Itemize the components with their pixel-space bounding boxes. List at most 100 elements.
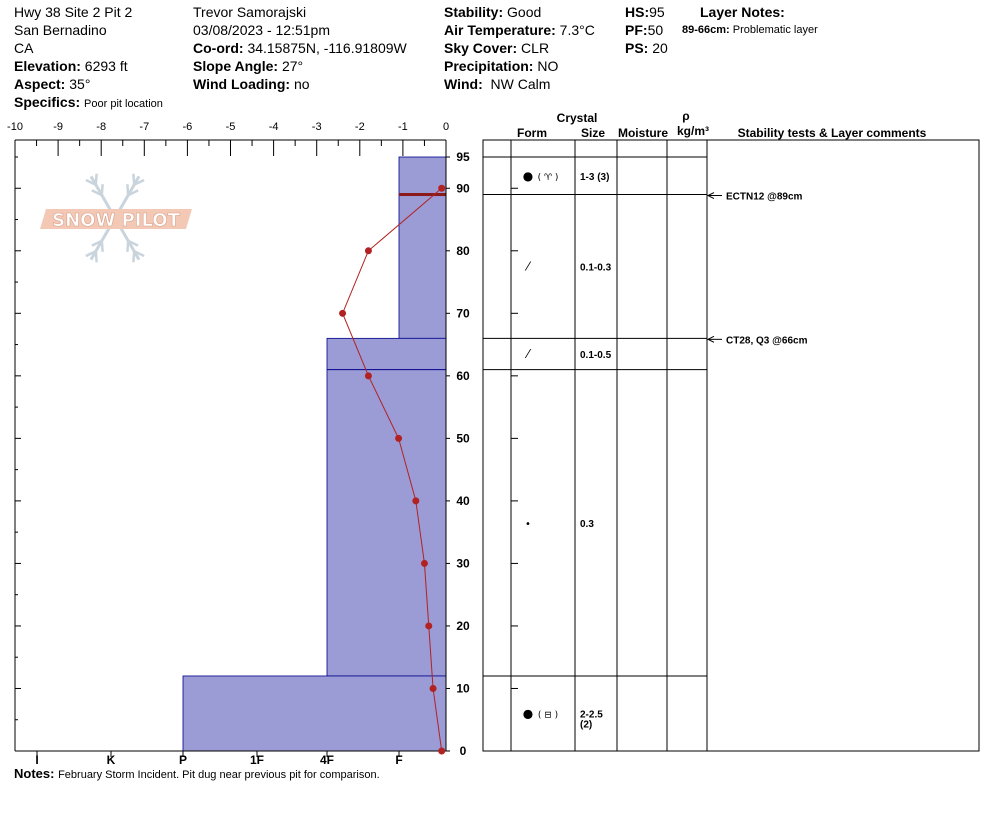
depth-tick-label: 50 [456, 431, 470, 445]
crystal-size-label: 1-3 (3) [580, 172, 609, 183]
notes-text: February Storm Incident. Pit dug near pr… [58, 769, 380, 781]
elevation-value: 6293 ft [84, 58, 128, 74]
temp-point [339, 309, 347, 317]
crystal-form-secondary: ( ♈ ) [538, 173, 559, 183]
temp-point [420, 559, 428, 567]
temp-tick-label: -3 [312, 121, 322, 133]
stability-test-label: ECTN12 @89cm [726, 192, 803, 203]
depth-tick-label: 20 [456, 619, 470, 633]
temp-point [364, 372, 372, 380]
aspect-value: 35° [69, 76, 91, 92]
temp-tick-label: -7 [139, 121, 149, 133]
depth-tick-label: 60 [456, 369, 470, 383]
coord-row: Co-ord: 34.15875N, -116.91809W [193, 40, 407, 56]
hardness-bars [182, 156, 447, 752]
depth-tick-label: 80 [456, 244, 470, 258]
temp-profile-line [342, 187, 443, 752]
crystal-form-symbol: ⁄ [524, 259, 532, 273]
temp-tick-label: -2 [355, 121, 365, 133]
hardness-label: F [395, 753, 402, 767]
temp-point [438, 184, 446, 192]
notes-row: Notes: February Storm Incident. Pit dug … [14, 766, 380, 781]
table-frame [482, 139, 980, 752]
hardness-bar [398, 156, 447, 339]
elevation-row: Elevation: 6293 ft [14, 58, 128, 74]
air-temp-row: Air Temperature: 7.3°C [444, 22, 595, 38]
temp-tick-label: -10 [7, 121, 23, 133]
crystal-form-symbol: • [525, 519, 531, 530]
crystal-form-symbol: ● [523, 706, 533, 720]
precip-value: NO [537, 58, 559, 74]
temp-tick-label: 0 [443, 121, 449, 133]
temp-point [438, 747, 446, 755]
logo-banner [40, 209, 192, 229]
temp-point [412, 497, 420, 505]
precip-row: Precipitation: NO [444, 58, 559, 74]
header-moisture: Moisture [618, 126, 668, 140]
logo-text: SNOW PILOT [52, 210, 180, 231]
crystal-form-symbol: ● [523, 169, 533, 183]
layer-note-text: Problematic layer [732, 24, 818, 36]
temp-point [364, 247, 372, 255]
temp-point [395, 434, 403, 442]
hardness-label: K [107, 753, 116, 767]
air-temp-value: 7.3°C [559, 22, 595, 38]
pf-value: 50 [647, 22, 664, 38]
notes-label: Notes: [14, 766, 55, 781]
crystal-size-label: 0.1-0.3 [580, 262, 612, 273]
ps-row: PS: 20 [625, 40, 668, 56]
snowflake-branch [127, 189, 139, 197]
depth-tick-label: 90 [456, 181, 470, 195]
header-density: ρ [682, 109, 689, 123]
snowflake-branch [126, 184, 130, 196]
crystal-form-secondary: ( ⊟ ) [538, 710, 558, 720]
layer-note-range: 89-66cm: [682, 24, 730, 36]
wind-value: NW Calm [490, 76, 551, 92]
hardness-bar [326, 337, 447, 677]
hardness-label: 1F [250, 753, 264, 767]
region-name: San Bernadino [14, 22, 107, 38]
stability-value: Good [507, 4, 542, 20]
hardness-label: 4F [320, 753, 334, 767]
snowflake-branch [127, 239, 139, 247]
temp-tick-label: -8 [96, 121, 106, 133]
header-col-1: Hwy 38 Site 2 Pit 2 San Bernadino CA Ele… [14, 3, 163, 113]
left-plot-frame: -10 -9 -8 -7 -6 -5 -4 -3 -2 -1 0I K P 1F 4F F [7, 121, 449, 767]
specifics-row: Specifics: Poor pit location [14, 94, 163, 110]
problem-layer-marker [399, 193, 446, 197]
stability-row: Stability: Good [444, 4, 542, 20]
wind-loading-value: no [293, 76, 310, 92]
wind-loading-row: Wind Loading: no [193, 76, 310, 92]
temp-tick-label: -4 [269, 121, 279, 133]
observer-name: Trevor Samorajski [193, 4, 307, 20]
snowflake-branch [100, 184, 104, 196]
layer-note-item: 89-66cm: Problematic layer [682, 21, 818, 39]
header-crystal: Crystal [557, 111, 598, 125]
depth-tick-label: 40 [456, 494, 470, 508]
slope-value: 27° [281, 58, 304, 74]
stability-arrow-head [706, 192, 715, 199]
depth-tick-label: 10 [456, 681, 470, 695]
slope-row: Slope Angle: 27° [193, 58, 304, 74]
depth-tick-label: 0 [460, 744, 467, 758]
crystal-size-label: 0.3 [580, 519, 594, 530]
snowflake-branch [94, 251, 98, 263]
hs-value: 95 [649, 4, 665, 20]
header-size: Size [581, 126, 605, 140]
crystal-size-label: 2-2.5 [580, 709, 603, 720]
snowflake-branch [91, 189, 103, 197]
header-density-unit: kg/m³ [677, 124, 709, 138]
snowflake-branch [133, 250, 145, 258]
state-name: CA [14, 40, 34, 56]
snowflake-branch [85, 178, 97, 186]
layer-notes: Layer Notes: 89-66cm: Problematic layer [682, 3, 818, 39]
snowflake-branch [132, 251, 136, 263]
sky-row: Sky Cover: CLR [444, 40, 550, 56]
ps-value: 20 [652, 40, 668, 56]
depth-tick-label: 95 [456, 150, 470, 164]
header-form: Form [517, 126, 547, 140]
temp-point [429, 684, 437, 692]
snowpilot-logo: SNOW PILOT [40, 173, 192, 263]
depth-tick-label: 30 [456, 556, 470, 570]
